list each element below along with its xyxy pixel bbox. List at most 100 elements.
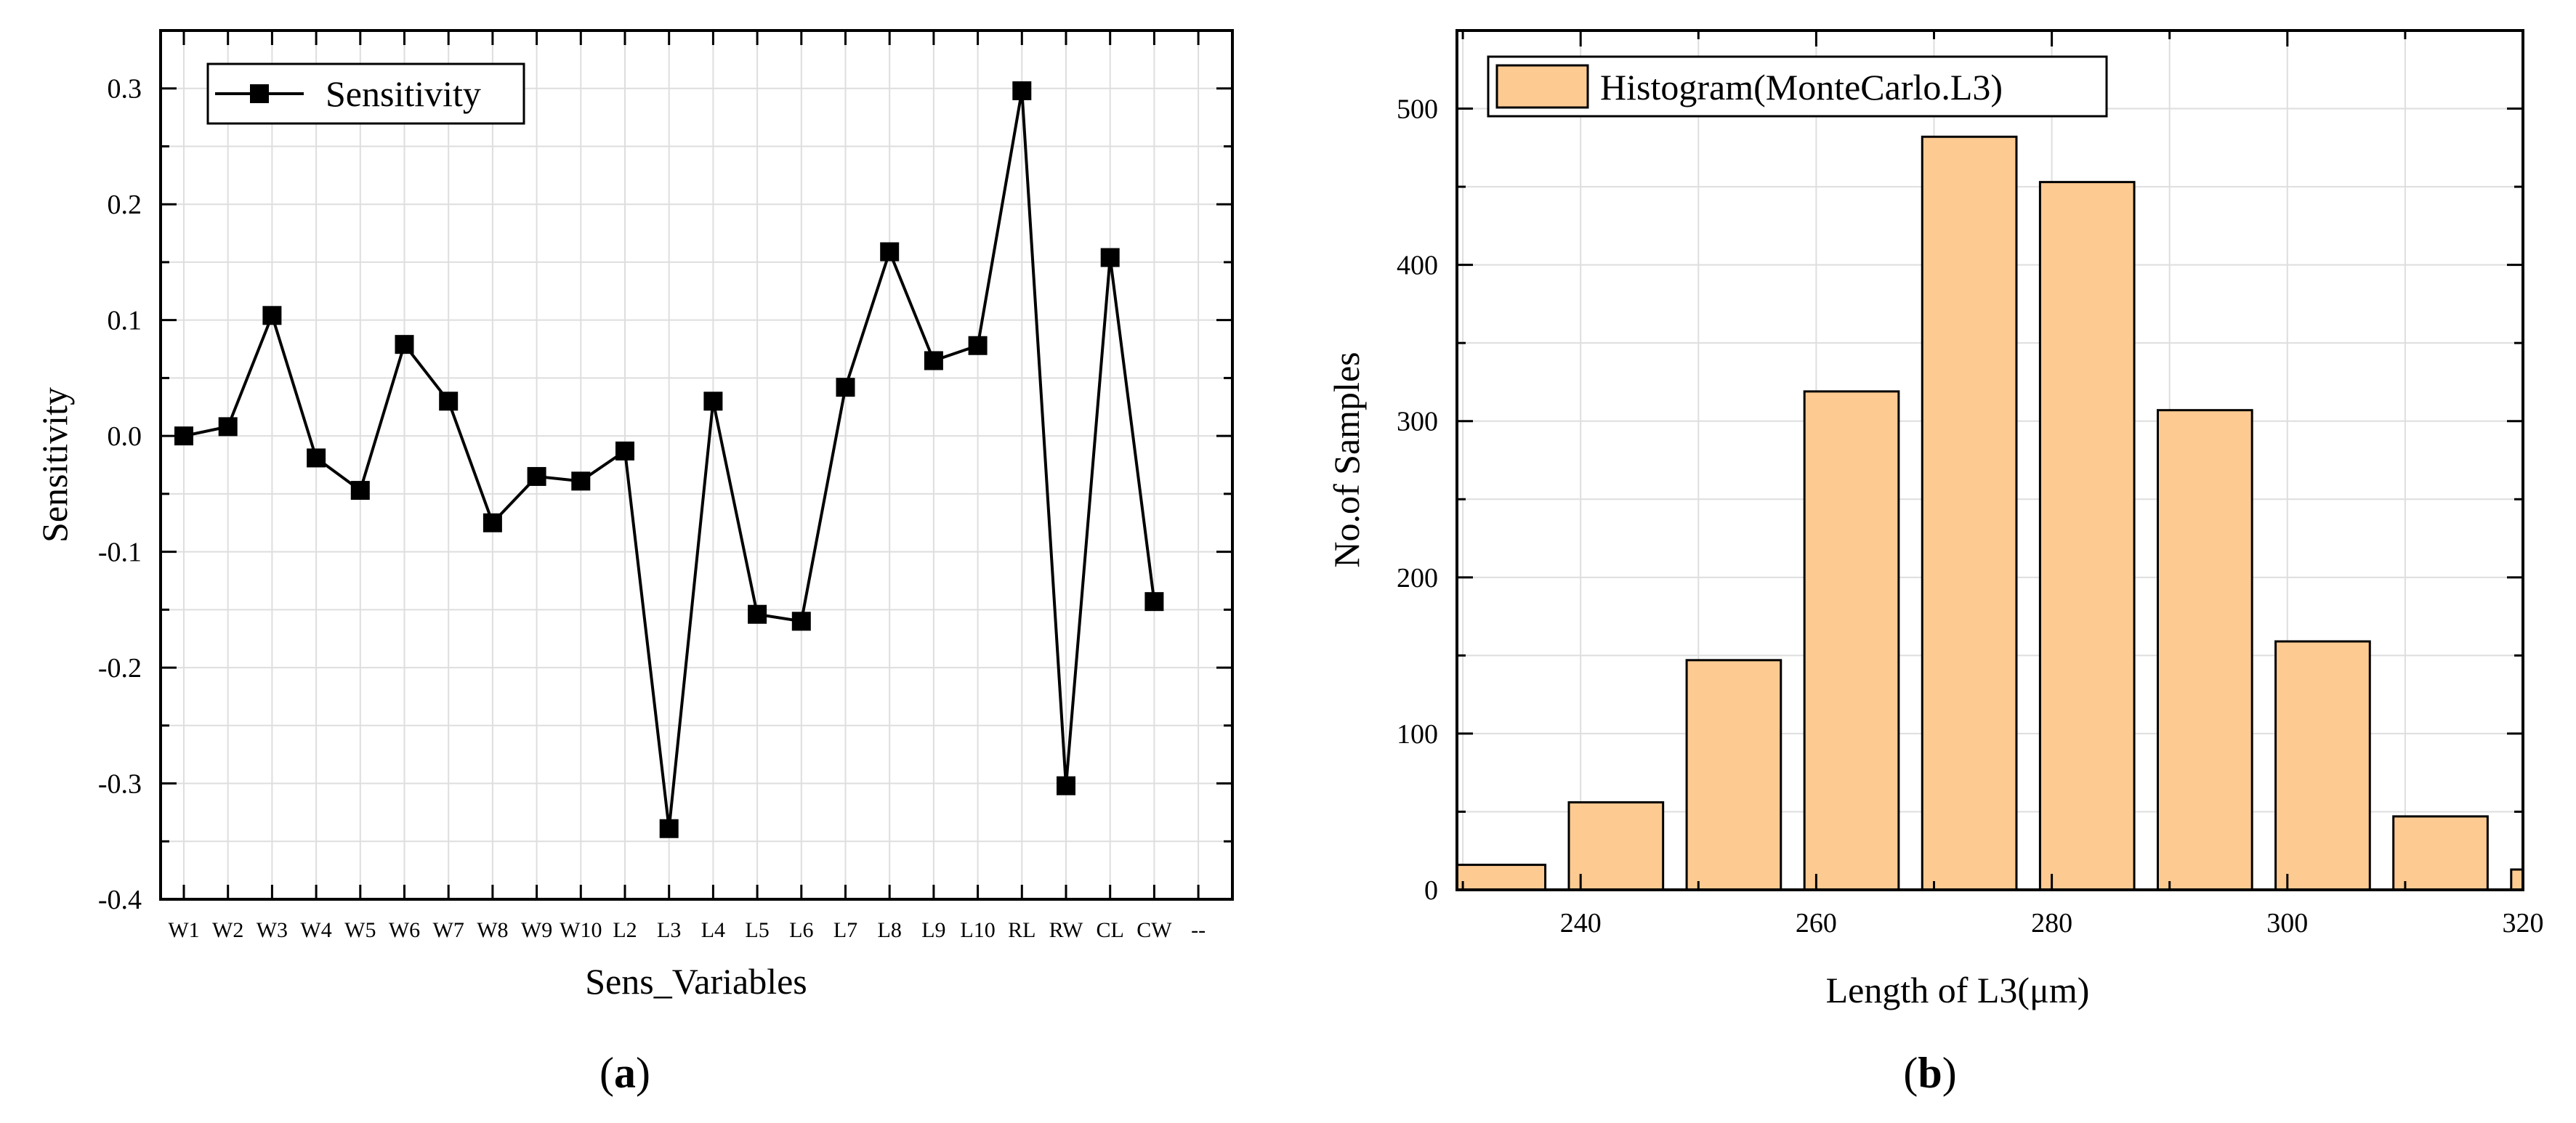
chart-a-x-tick-label: L7	[833, 918, 857, 942]
chart-a-data-point	[791, 612, 811, 631]
chart-b-x-tick-label: 260	[1796, 908, 1837, 938]
chart-a-x-tick-label: --	[1191, 918, 1206, 942]
chart-a-series-sensitivity	[174, 81, 1164, 838]
chart-a-gridlines	[161, 30, 1232, 900]
chart-a-legend: Sensitivity	[206, 62, 525, 125]
chart-b-x-axis: 240 260 280 300 320	[1461, 31, 2544, 938]
chart-a-x-tick-label: L10	[960, 918, 995, 942]
chart-b-legend-label: Histogram(MonteCarlo.L3)	[1600, 67, 2003, 108]
chart-a-x-axis: W1 W2 W3 W4 W5 W6 W7 W8 W9 W10 L2 L3 L4 L5 L6 L7 L8 L9 L10…	[168, 31, 1206, 942]
panel-a-label-open: (	[599, 1049, 614, 1097]
chart-a-x-axis-title: Sens_Variables	[585, 961, 807, 1002]
chart-b-y-tick-label: 0	[1424, 875, 1438, 906]
chart-b-x-tick-label: 280	[2031, 908, 2072, 938]
chart-a-x-tick-label: L5	[745, 918, 769, 942]
chart-b-x-axis-title: Length of L3(μm)	[1826, 970, 2090, 1010]
chart-b-x-tick-label: 240	[1560, 908, 1602, 938]
chart-b-bar	[2156, 409, 2253, 890]
chart-a-legend-label: Sensitivity	[326, 73, 481, 114]
chart-a-data-point	[262, 306, 282, 325]
chart-a-data-point	[1012, 81, 1032, 100]
chart-b-bar	[2510, 868, 2523, 890]
chart-a-y-axis: 0.3 0.2 0.1 0.0 -0.1 -0.2 -0.3 -0.4	[98, 29, 1232, 915]
chart-a-data-point	[174, 426, 193, 446]
chart-a-data-point	[748, 604, 767, 624]
chart-a-x-tick-label: L6	[789, 918, 813, 942]
panel-b-label-close: )	[1942, 1049, 1957, 1097]
chart-b-legend-swatch	[1495, 64, 1589, 109]
chart-a-data-point	[483, 513, 502, 532]
chart-a-y-tick-label: 0.2	[108, 190, 142, 220]
panel-b-label-letter: b	[1918, 1049, 1942, 1097]
chart-b-y-tick-label: 400	[1397, 251, 1438, 281]
chart-a-data-point	[439, 392, 459, 411]
chart-b-bar	[1457, 864, 1547, 890]
chart-a-y-tick-label: 0.0	[108, 421, 142, 452]
chart-a-x-tick-label: L4	[701, 918, 725, 942]
chart-b-y-axis-title: No.of Samples	[1326, 352, 1367, 567]
chart-a-x-tick-label: L9	[921, 918, 945, 942]
chart-a-data-point	[527, 466, 546, 486]
chart-b-bar	[1921, 135, 2018, 890]
chart-a-data-point	[703, 392, 723, 411]
panel-a-label-letter: a	[614, 1049, 636, 1097]
panel-b-label-open: (	[1903, 1049, 1918, 1097]
chart-a-x-tick-label: L3	[657, 918, 681, 942]
chart-a-data-point	[1144, 592, 1164, 612]
chart-a-data-point	[836, 378, 855, 397]
chart-a-data-point	[218, 417, 238, 437]
chart-a-x-tick-label: W4	[300, 918, 331, 942]
chart-a-x-tick-label: W9	[521, 918, 552, 942]
chart-b-bar	[1685, 659, 1782, 890]
panel-a-label-close: )	[636, 1049, 650, 1097]
chart-a-x-tick-label: W3	[257, 918, 288, 942]
chart-a-x-tick-label: W7	[433, 918, 464, 942]
chart-a-x-tick-label: W1	[168, 918, 199, 942]
chart-a-data-point	[1100, 248, 1120, 267]
chart-a-x-tick-label: W5	[344, 918, 376, 942]
chart-a-x-tick-label: W10	[560, 918, 602, 942]
chart-a-x-tick-label: L8	[878, 918, 902, 942]
chart-a-data-point	[1057, 776, 1075, 795]
chart-b-bar	[2392, 815, 2489, 890]
chart-a-y-tick-label: 0.3	[108, 74, 142, 105]
chart-a-x-tick-label: RW	[1049, 918, 1083, 942]
sensitivity-line-chart: 0.30.20.10.0-0.1-0.2-0.3-0.4 W1 W2 W3 W4 W5 W…	[34, 29, 1234, 1097]
chart-a-data-point	[307, 448, 326, 468]
chart-a-x-tick-label: L2	[613, 918, 637, 942]
chart-a-x-tick-label: W8	[477, 918, 508, 942]
chart-a-data-point	[615, 441, 634, 461]
chart-a-y-tick-label: -0.4	[98, 885, 142, 915]
chart-a-data-point	[880, 242, 900, 262]
chart-b-x-tick-label: 320	[2503, 908, 2544, 938]
chart-a-legend-marker	[250, 84, 269, 103]
chart-a-plot-frame	[159, 29, 1234, 901]
chart-a-y-tick-label: -0.3	[98, 769, 142, 800]
chart-a-x-tick-label: CW	[1136, 918, 1172, 942]
chart-b-bar	[1567, 801, 1665, 890]
chart-b-bars	[1457, 135, 2523, 890]
chart-a-x-tick-label: W2	[212, 918, 243, 942]
chart-a-data-point	[659, 819, 679, 838]
chart-a-x-tick-label: RL	[1008, 918, 1035, 942]
chart-b-y-axis: 500 400 300 200 100 0	[1397, 29, 2523, 906]
chart-a-data-point	[968, 336, 988, 355]
chart-b-legend-box	[1487, 55, 2108, 118]
chart-b-plot-frame	[1455, 29, 2524, 891]
chart-a-x-tick-label: CL	[1097, 918, 1124, 942]
chart-b-x-tick-label: 300	[2266, 908, 2308, 938]
chart-a-x-tick-label: W6	[389, 918, 420, 942]
chart-b-bar	[2038, 181, 2136, 890]
chart-a-y-tick-label: -0.1	[98, 538, 142, 568]
chart-b-y-tick-label: 200	[1397, 563, 1438, 593]
chart-b-y-tick-label: 300	[1397, 407, 1438, 437]
chart-a-y-tick-label: 0.1	[108, 306, 142, 336]
chart-a-data-point	[395, 335, 414, 354]
panel-a-label: (a)	[599, 1049, 650, 1097]
chart-b-legend: Histogram(MonteCarlo.L3)	[1487, 55, 2108, 118]
chart-b-y-tick-label: 100	[1397, 719, 1438, 750]
monte-carlo-histogram: 500 400 300 200 100 0 240 260 280 300 320 Histogr…	[1326, 29, 2544, 1097]
chart-b-bar	[2274, 640, 2371, 890]
chart-a-data-point	[924, 351, 943, 370]
